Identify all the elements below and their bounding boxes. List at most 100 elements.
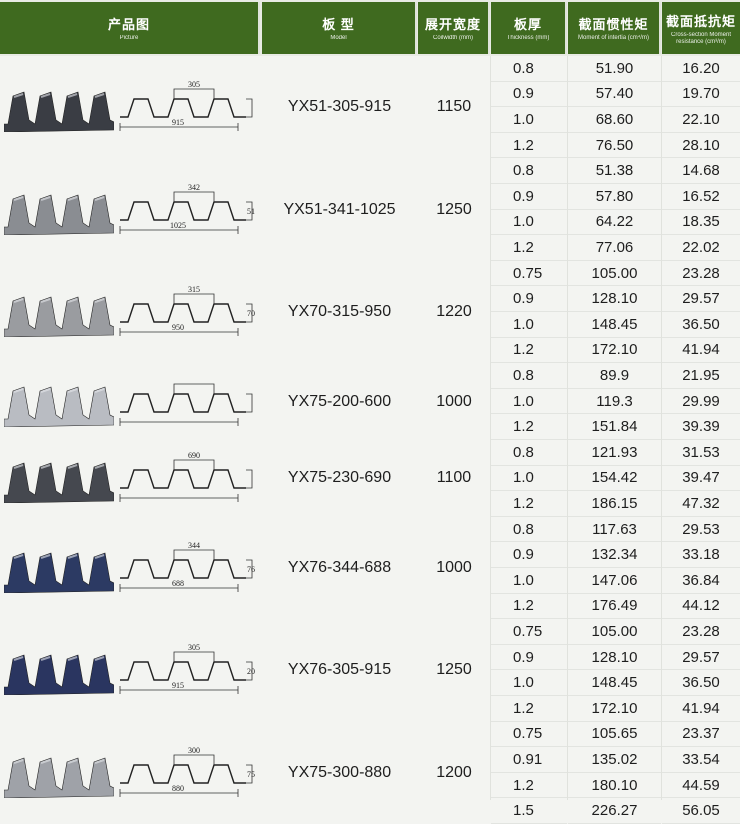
header-picture-en: Picture: [119, 35, 139, 41]
moment-value: 226.27: [568, 798, 661, 824]
dimension-label: 70: [247, 309, 255, 318]
profile-drawing: 344 688 76: [119, 541, 255, 592]
moment-value: 148.45: [568, 670, 661, 696]
moment-value: 76.50: [568, 133, 661, 159]
profile-drawing: 305 915 20: [119, 643, 255, 695]
coilwidth-value: 1250: [436, 661, 472, 679]
dimension-label: 915: [172, 681, 184, 690]
resistance-value: 56.05: [662, 798, 740, 824]
column-divider: [661, 56, 662, 800]
model-name: YX76-305-915: [287, 661, 392, 679]
moment-value: 172.10: [568, 338, 661, 364]
thickness-value: 1.0: [491, 466, 567, 492]
resistance-value: 36.50: [662, 670, 740, 696]
thickness-value: 0.75: [491, 261, 567, 287]
dimension-label: 690: [188, 451, 200, 460]
product-group: 300 880 75 YX75-300-880 1200 0.75 105.65 23.37 0…: [0, 722, 740, 824]
moment-value: 132.34: [568, 542, 661, 568]
coilwidth-value: 1220: [436, 302, 472, 320]
resistance-value: 14.68: [662, 158, 740, 184]
moment-value: 119.3: [568, 389, 661, 415]
thickness-value: 1.0: [491, 670, 567, 696]
moment-value: 105.00: [568, 619, 661, 645]
model-name: YX75-230-690: [287, 469, 392, 487]
thickness-value: 0.9: [491, 184, 567, 210]
resistance-value: 29.53: [662, 517, 740, 543]
resistance-value: 36.50: [662, 312, 740, 338]
thickness-value: 0.8: [491, 158, 567, 184]
coilwidth-value: 1200: [436, 763, 472, 781]
model-name: YX51-341-1025: [283, 200, 396, 218]
resistance-value: 16.20: [662, 56, 740, 82]
product-group: 315 950 70 YX70-315-950 1220 0.75 105.00 23.28 0…: [0, 261, 740, 364]
header-coilwidth-zh: 展开宽度: [424, 17, 481, 32]
resistance-value: 33.54: [662, 747, 740, 773]
model-name: YX70-315-950: [287, 302, 392, 320]
thickness-value: 1.2: [491, 696, 567, 722]
column-divider: [567, 56, 568, 800]
product-photo: [4, 194, 114, 235]
thickness-value: 1.0: [491, 107, 567, 133]
model-name: YX75-200-600: [287, 392, 392, 410]
resistance-value: 29.57: [662, 286, 740, 312]
header-thickness-zh: 板厚: [513, 17, 542, 32]
model-name: YX76-344-688: [287, 558, 392, 576]
header-model-zh: 板 型: [322, 17, 355, 32]
product-photo: [4, 654, 114, 696]
thickness-value: 1.5: [491, 798, 567, 824]
profile-drawing: 315 950 70: [119, 285, 255, 336]
moment-value: 128.10: [568, 645, 661, 671]
resistance-value: 23.28: [662, 261, 740, 287]
resistance-value: 29.99: [662, 389, 740, 415]
profile-drawing: 342 1025 51: [119, 183, 255, 234]
header-model-en: Model: [330, 35, 347, 41]
header-thickness: 板厚 Thickness (mm): [491, 2, 567, 54]
resistance-value: 39.39: [662, 414, 740, 440]
thickness-value: 0.91: [491, 747, 567, 773]
resistance-value: 22.10: [662, 107, 740, 133]
resistance-value: 44.12: [662, 594, 740, 620]
header-moment-zh: 截面惯性矩: [578, 17, 649, 32]
dimension-label: 950: [172, 323, 184, 332]
thickness-value: 1.0: [491, 312, 567, 338]
product-group: 344 688 76 YX76-344-688 1000 0.8 117.63 29.53 0.…: [0, 517, 740, 620]
moment-value: 172.10: [568, 696, 661, 722]
coilwidth-value: 1150: [436, 98, 472, 116]
resistance-value: 16.52: [662, 184, 740, 210]
thickness-value: 1.2: [491, 235, 567, 261]
thickness-value: 0.8: [491, 363, 567, 389]
dimension-label: 315: [188, 285, 200, 294]
thickness-value: 0.9: [491, 542, 567, 568]
moment-value: 77.06: [568, 235, 661, 261]
product-photo: [4, 91, 114, 133]
moment-value: 89.9: [568, 363, 661, 389]
dimension-label: 688: [172, 579, 184, 588]
moment-value: 154.42: [568, 466, 661, 492]
moment-value: 186.15: [568, 491, 661, 517]
dimension-label: 51: [247, 207, 255, 216]
thickness-value: 0.75: [491, 722, 567, 748]
product-group: 305 915 YX51-305-915 1150 0.8 51.90 16.20 0.9 57…: [0, 56, 740, 159]
profile-drawing: 300 880 75: [119, 746, 255, 797]
header-coilwidth-en: Coilwidth (mm): [432, 35, 473, 41]
product-photo: [4, 386, 114, 427]
dimension-label: 915: [172, 118, 184, 127]
moment-value: 121.93: [568, 440, 661, 466]
moment-value: 68.60: [568, 107, 661, 133]
resistance-value: 29.57: [662, 645, 740, 671]
resistance-value: 18.35: [662, 210, 740, 236]
moment-value: 151.84: [568, 414, 661, 440]
header-moment: 截面惯性矩 Moment of intertia (cm⁴/m): [568, 2, 661, 54]
thickness-value: 1.2: [491, 414, 567, 440]
resistance-value: 47.32: [662, 491, 740, 517]
moment-value: 105.00: [568, 261, 661, 287]
dimension-label: 880: [172, 784, 184, 793]
header-coilwidth: 展开宽度 Coilwidth (mm): [418, 2, 490, 54]
thickness-value: 1.0: [491, 210, 567, 236]
thickness-value: 1.2: [491, 491, 567, 517]
resistance-value: 21.95: [662, 363, 740, 389]
model-name: YX75-300-880: [287, 763, 392, 781]
moment-value: 148.45: [568, 312, 661, 338]
dimension-label: 344: [188, 541, 200, 550]
moment-value: 147.06: [568, 568, 661, 594]
